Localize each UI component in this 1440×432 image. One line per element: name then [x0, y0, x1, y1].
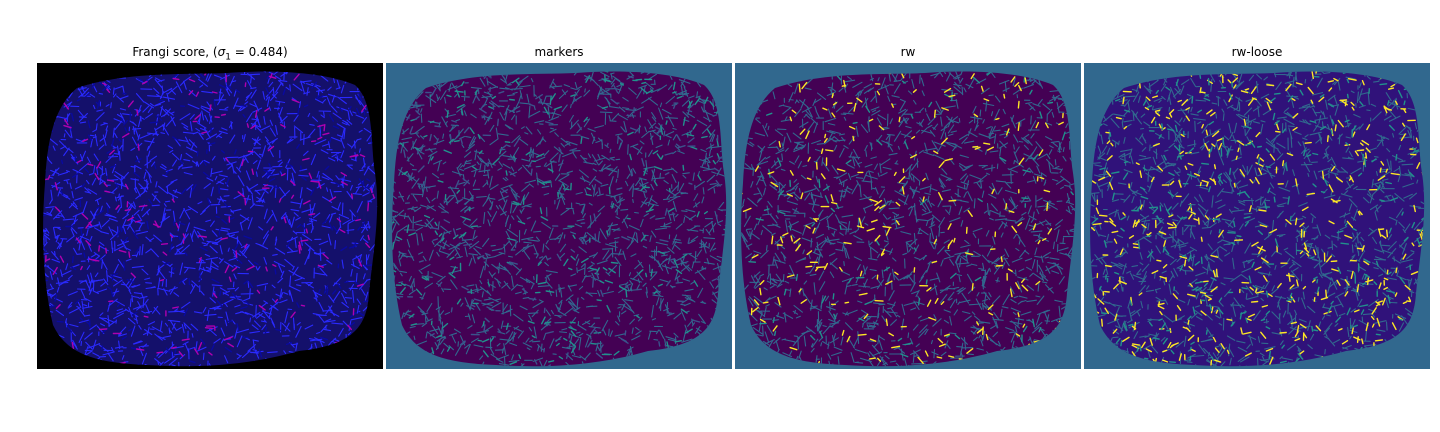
frangi-score-plot: [37, 63, 383, 369]
markers-plot: [386, 63, 732, 369]
rw-loose-plot: [1084, 63, 1430, 369]
tissue-region: [741, 71, 1076, 367]
markers-panel-title: markers: [534, 45, 584, 59]
frangi-panel-title: Frangi score, (σ1 = 0.484): [132, 45, 288, 63]
tissue-region: [392, 71, 727, 367]
tissue-region: [1090, 71, 1425, 367]
frangi-score-image: [37, 63, 383, 369]
rw-plot: [735, 63, 1081, 369]
rw-panel-title: rw: [900, 45, 916, 59]
markers-image: [386, 63, 732, 369]
vessel-texture: [741, 71, 1076, 367]
rw-loose-panel-title: rw-loose: [1231, 45, 1283, 59]
vessel-texture: [392, 71, 727, 367]
rw-image: [735, 63, 1081, 369]
rw-loose-image: [1084, 63, 1430, 369]
tissue-region: [43, 71, 378, 367]
